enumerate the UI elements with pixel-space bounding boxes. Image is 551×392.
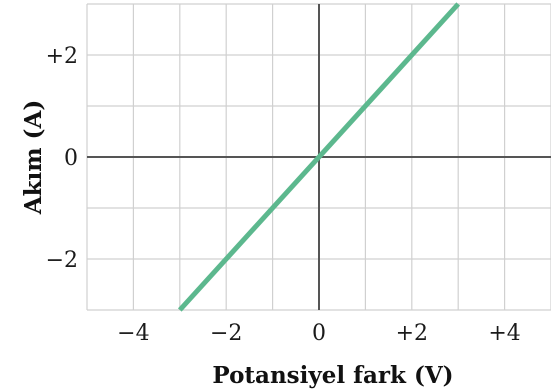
y-axis-title: Akım (A) xyxy=(20,100,47,215)
y-tick-label: −2 xyxy=(46,248,78,273)
x-tick-label: +4 xyxy=(488,321,520,346)
x-tick-labels: −4 −2 0 +2 +4 xyxy=(117,321,521,346)
y-tick-label: +2 xyxy=(46,44,78,69)
x-tick-label: 0 xyxy=(312,321,326,346)
x-tick-label: −4 xyxy=(117,321,149,346)
series-line-0 xyxy=(177,2,461,312)
series-lines xyxy=(177,2,461,312)
y-tick-labels: +2 0 −2 xyxy=(46,44,78,273)
y-tick-label: 0 xyxy=(64,146,78,171)
x-axis-title: Potansiyel fark (V) xyxy=(212,362,453,389)
x-tick-label: −2 xyxy=(210,321,242,346)
x-tick-label: +2 xyxy=(396,321,428,346)
